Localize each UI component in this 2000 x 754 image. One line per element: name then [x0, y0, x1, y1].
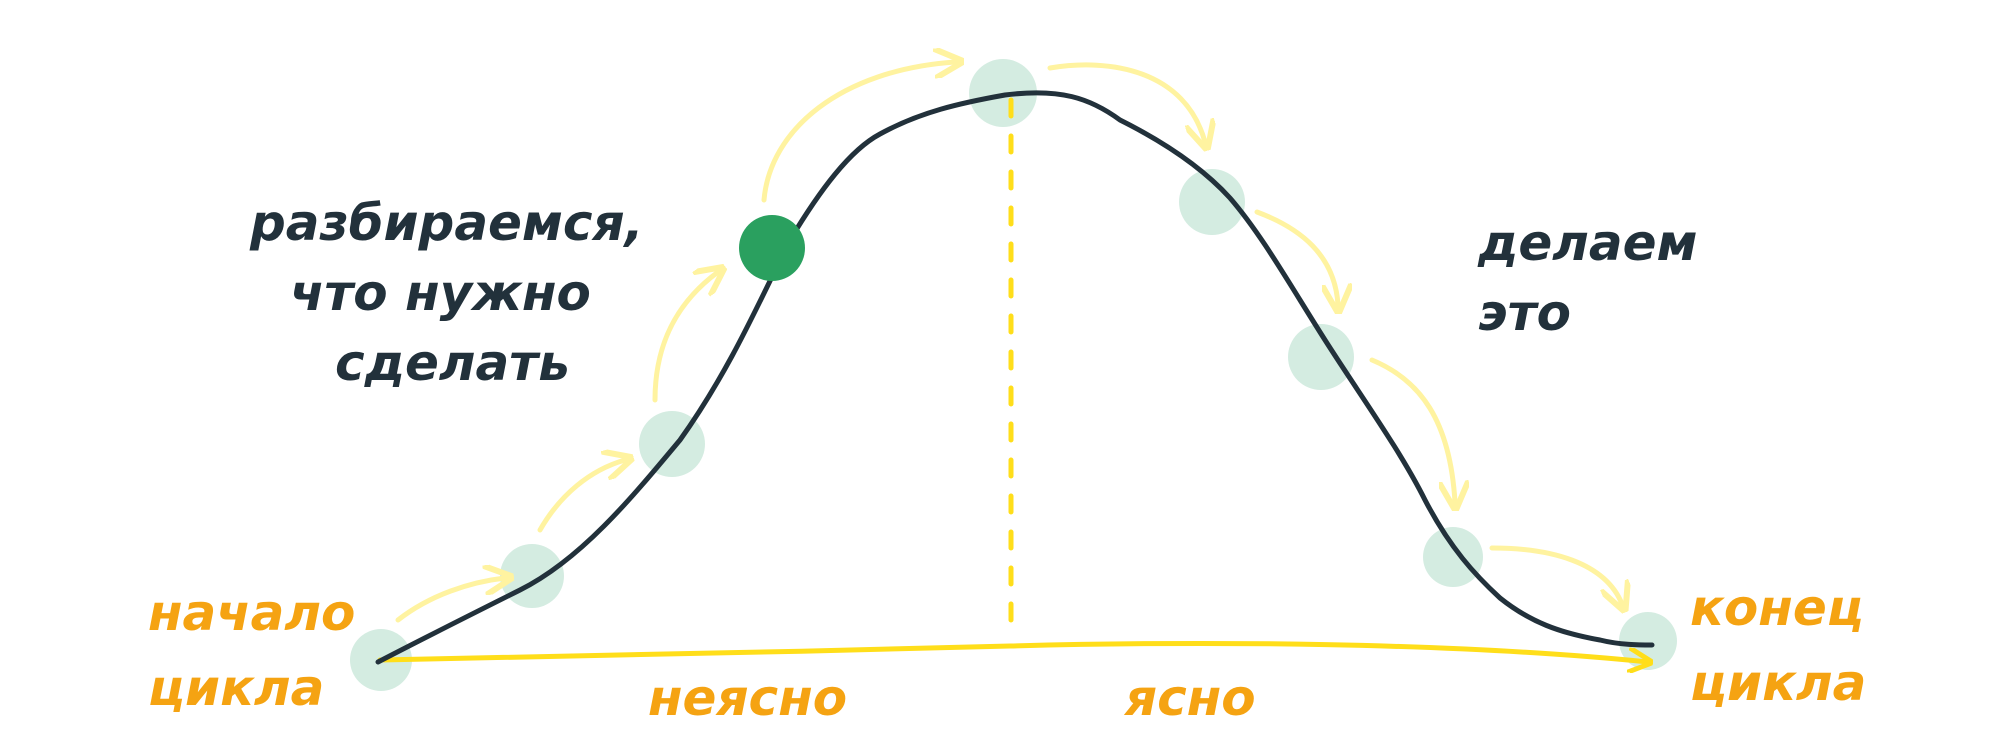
arrow-8: [1489, 545, 1622, 604]
arrow-1: [395, 578, 505, 623]
doing-line-2: это: [1478, 284, 1571, 342]
figuring-out-line-2: что нужно: [290, 264, 591, 322]
arrow-4: [761, 62, 955, 203]
cycle-end-line-2: цикла: [1690, 654, 1866, 712]
stage-dot-6: [1179, 169, 1245, 235]
arrow-2: [537, 460, 625, 533]
arrow-5: [1047, 62, 1205, 142]
stage-dot-active: [739, 215, 805, 281]
hill-curve: [375, 90, 1655, 665]
cycle-start-line-2: цикла: [148, 659, 324, 717]
stage-dot-2: [500, 544, 564, 608]
cycle-end-line-1: конец: [1690, 579, 1864, 637]
arrow-7: [1369, 357, 1455, 502]
cycle-end-label: конец цикла: [1690, 579, 1881, 712]
doing-line-1: делаем: [1477, 214, 1697, 272]
arrow-6: [1254, 209, 1338, 305]
axis-arrow: [377, 640, 1648, 662]
stage-dot-7: [1288, 324, 1354, 390]
arrow-3: [652, 272, 718, 403]
cycle-start-line-1: начало: [148, 584, 355, 642]
figuring-out-label: разбираемся, что нужно сделать: [249, 194, 661, 392]
progress-arrows: [395, 62, 1622, 623]
figuring-out-line-1: разбираемся,: [249, 194, 644, 252]
doing-label: делаем это: [1477, 214, 1715, 342]
clear-label: ясно: [1123, 669, 1256, 727]
stage-dot-8: [1423, 527, 1483, 587]
figuring-out-line-3: сделать: [335, 334, 570, 392]
unclear-label: неясно: [648, 669, 847, 727]
cycle-start-label: начало цикла: [148, 584, 373, 717]
